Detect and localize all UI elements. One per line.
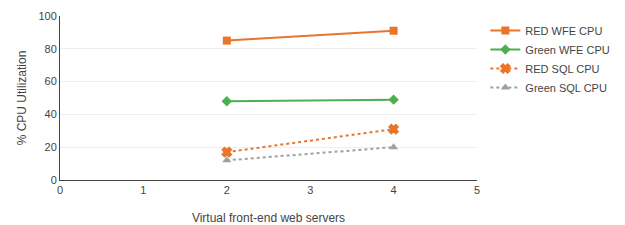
svg-text:3: 3	[307, 184, 313, 196]
svg-text:% CPU Utilization: % CPU Utilization	[15, 51, 29, 146]
svg-text:Virtual front-end web servers: Virtual front-end web servers	[192, 211, 345, 225]
svg-text:RED WFE CPU: RED WFE CPU	[525, 25, 602, 37]
svg-text:4: 4	[391, 184, 397, 196]
svg-text:80: 80	[45, 43, 57, 55]
svg-text:20: 20	[45, 141, 57, 153]
svg-text:1: 1	[140, 184, 146, 196]
svg-text:40: 40	[45, 108, 57, 120]
svg-text:5: 5	[474, 184, 480, 196]
svg-text:RED SQL CPU: RED SQL CPU	[525, 63, 599, 75]
svg-text:Green WFE CPU: Green WFE CPU	[525, 44, 609, 56]
svg-text:0: 0	[51, 174, 57, 186]
svg-text:100: 100	[38, 10, 56, 22]
svg-text:Green SQL CPU: Green SQL CPU	[525, 82, 607, 94]
svg-text:0: 0	[57, 184, 63, 196]
svg-text:2: 2	[224, 184, 230, 196]
svg-text:60: 60	[45, 75, 57, 87]
